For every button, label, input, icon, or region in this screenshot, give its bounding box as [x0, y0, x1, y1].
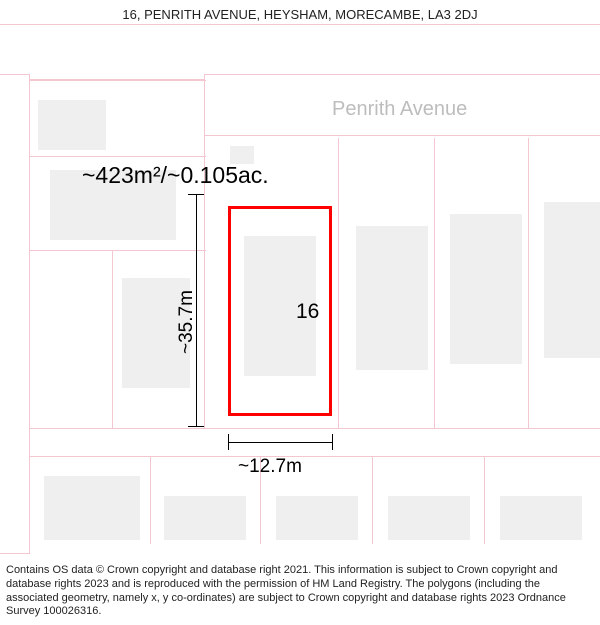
parcel-line-13: [112, 250, 113, 428]
building-0: [38, 100, 106, 150]
parcel-line-1: [30, 156, 206, 157]
area-label: ~423m²/~0.105ac.: [82, 162, 269, 189]
parcel-line-5: [30, 456, 600, 457]
dim-label-width: ~12.7m: [238, 456, 302, 478]
street-name-label: Penrith Avenue: [332, 98, 467, 121]
building-6: [500, 496, 582, 540]
building-2: [44, 476, 140, 540]
building-10: [450, 214, 522, 364]
footer-attribution: Contains OS data © Crown copyright and d…: [6, 564, 594, 619]
road-2: [0, 74, 30, 554]
building-3: [164, 496, 246, 540]
dim-label-height: ~35.7m: [176, 290, 198, 354]
parcel-line-8: [372, 456, 373, 544]
building-11: [544, 202, 600, 358]
parcel-line-2: [30, 250, 206, 251]
building-9: [356, 226, 428, 370]
parcel-line-11: [434, 138, 435, 428]
parcel-line-10: [338, 138, 339, 428]
address-line: 16, PENRITH AVENUE, HEYSHAM, MORECAMBE, …: [10, 6, 590, 24]
parcel-line-0: [30, 80, 206, 81]
plot-number: 16: [296, 300, 319, 324]
parcel-line-3: [204, 80, 205, 428]
dim-cap-width-right: [332, 434, 333, 450]
building-4: [276, 496, 358, 540]
building-5: [388, 496, 470, 540]
dim-line-width: [228, 442, 332, 443]
dim-cap-height-bottom: [188, 426, 204, 427]
parcel-line-12: [528, 138, 529, 428]
map-canvas: Penrith Avenue 16 ~423m²/~0.105ac. ~35.7m ~1…: [0, 44, 600, 536]
parcel-line-6: [150, 456, 151, 544]
parcel-line-4: [30, 428, 600, 429]
dim-cap-width-left: [228, 434, 229, 450]
parcel-line-9: [484, 456, 485, 544]
road-0: [0, 24, 600, 80]
dim-cap-height-top: [188, 194, 204, 195]
